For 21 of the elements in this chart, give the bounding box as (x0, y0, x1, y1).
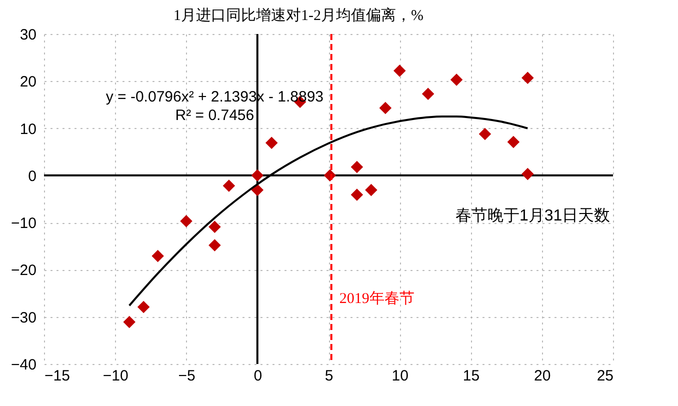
ref-line-label: 2019年春节 (339, 290, 414, 307)
y-tick-label: 10 (20, 120, 36, 138)
y-tick-label: −30 (11, 309, 36, 326)
x-tick-label: 15 (462, 368, 480, 384)
x-tick-label: 20 (534, 368, 551, 384)
y-tick-label: 0 (28, 168, 36, 185)
x-tick-label: −15 (44, 368, 70, 384)
x-tick-label: −10 (102, 368, 128, 384)
y-tick-label: 20 (20, 74, 36, 91)
x-tick-label: 10 (392, 368, 408, 384)
x-axis-title: 春节晚于1月31日天数 (455, 206, 610, 224)
x-tick-label: 25 (596, 368, 614, 384)
y-tick-label: −40 (11, 356, 36, 374)
x-tick-label: 5 (324, 368, 334, 384)
y-tick-label: 30 (20, 26, 36, 44)
y-tick-label: −20 (11, 262, 36, 280)
annotation: R² = 0.7456 (175, 106, 254, 124)
x-tick-label: 0 (254, 368, 262, 384)
chart-title: 1月进口同比增速对1-2月均值偏离，% (174, 7, 424, 24)
y-tick-label: −10 (11, 215, 36, 232)
x-tick-label: −5 (178, 368, 196, 384)
